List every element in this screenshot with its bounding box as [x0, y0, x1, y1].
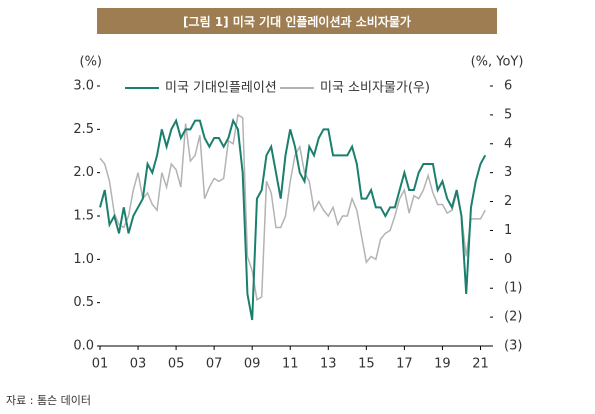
y2-tick-label: 0: [504, 252, 512, 267]
y2-tick-label: 2: [504, 194, 512, 209]
y2-tick-label: 1: [504, 223, 512, 238]
y-tick-label: 2.0: [73, 165, 94, 180]
y2-tick-label: (2): [504, 310, 522, 325]
source-note: 자료 : 톰슨 데이터: [6, 394, 92, 407]
series-line: [99, 118, 487, 321]
y-tick-label: 1.5: [73, 209, 94, 224]
y-tick-label: 0.5: [73, 295, 94, 310]
y2-tick-label: (3): [504, 339, 522, 354]
x-tick-label: 09: [244, 357, 261, 372]
y2-tick-label: (1): [504, 281, 522, 296]
x-tick-label: 19: [434, 357, 451, 372]
x-tick-label: 05: [168, 357, 185, 372]
legend-label: 미국 소비자물가(우): [320, 81, 430, 96]
series-line: [99, 113, 486, 301]
x-tick-label: 21: [472, 357, 489, 372]
x-tick-label: 15: [358, 357, 375, 372]
y2-tick-label: 4: [504, 136, 512, 151]
y-tick-label: 0.0: [73, 339, 94, 354]
y-tick-label: 1.0: [73, 252, 94, 267]
y2-axis-unit: (%, YoY): [471, 55, 524, 70]
x-tick-label: 11: [282, 357, 299, 372]
x-tick-label: 17: [396, 357, 413, 372]
x-tick-label: 03: [130, 357, 147, 372]
x-tick-label: 01: [92, 357, 109, 372]
y-axis-unit: (%): [80, 55, 103, 70]
legend-label: 미국 기대인플레이션: [165, 81, 277, 96]
y2-tick-label: 5: [504, 107, 512, 122]
y-tick-label: 2.5: [73, 122, 94, 137]
y2-tick-label: 6: [504, 79, 512, 94]
x-tick-label: 13: [320, 357, 337, 372]
x-tick-label: 07: [206, 357, 223, 372]
y-tick-label: 3.0: [73, 79, 94, 94]
y2-tick-label: 3: [504, 165, 512, 180]
title-bar: [그림 1] 미국 기대 인플레이션과 소비자물가: [97, 8, 497, 34]
